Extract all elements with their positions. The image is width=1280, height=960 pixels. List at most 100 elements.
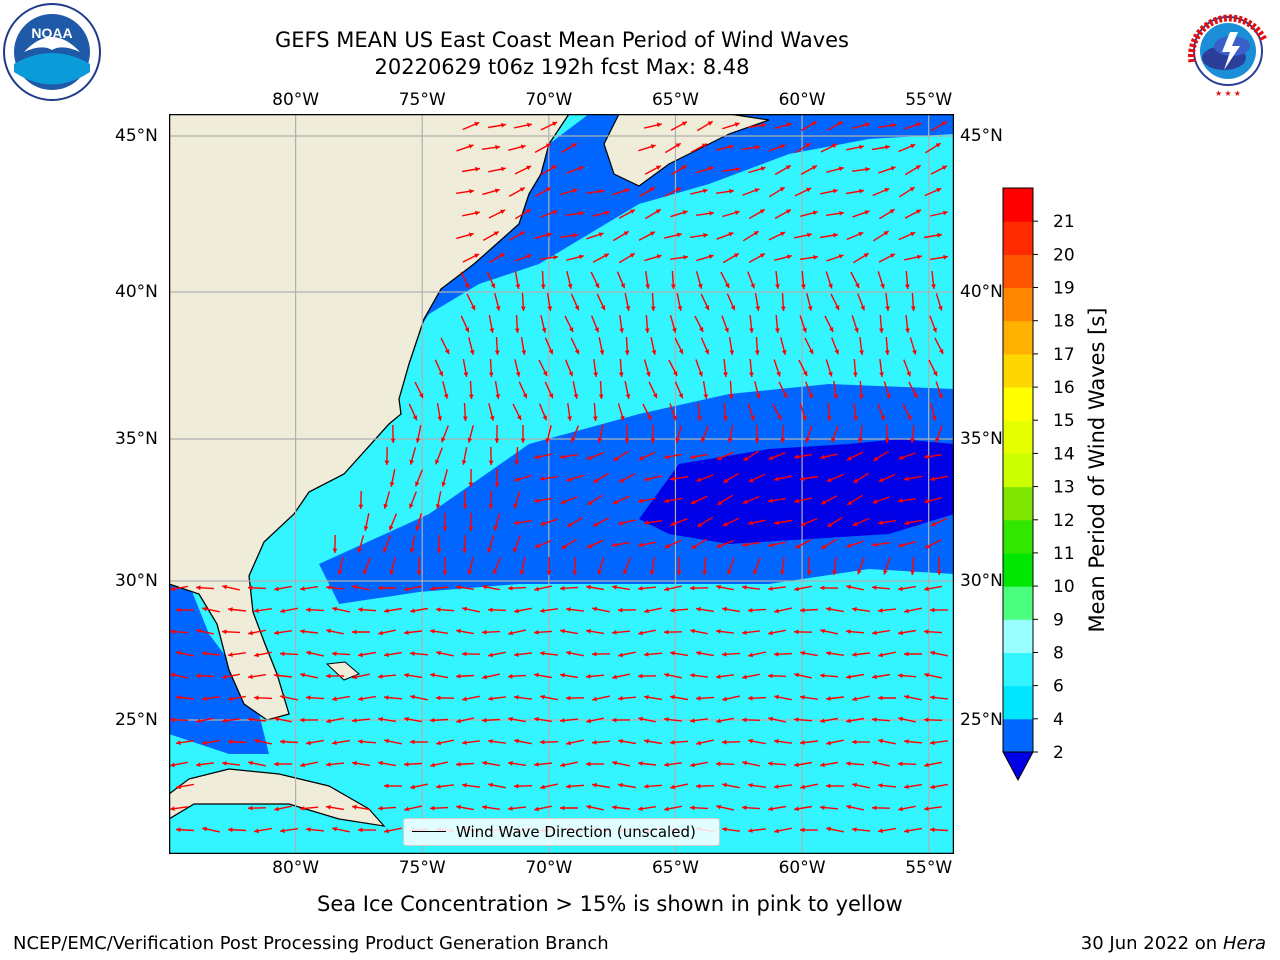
arrow-head: [885, 306, 890, 311]
arrow-head: [568, 371, 573, 377]
arrow-head: [326, 673, 331, 679]
arrow-head: [332, 740, 337, 746]
arrow-head: [170, 586, 175, 592]
arrow-head: [690, 585, 695, 591]
arrow-head: [593, 478, 599, 483]
arrow-head: [723, 416, 728, 421]
arrow-head: [748, 828, 753, 833]
arrow-head: [444, 349, 450, 355]
arrow-head: [723, 478, 729, 483]
arrow-head: [924, 717, 929, 723]
arrow-head: [828, 371, 833, 377]
arrow-head: [883, 231, 889, 236]
arrow-head: [646, 415, 652, 420]
arrow-head: [776, 371, 781, 377]
arrow-head: [572, 570, 578, 575]
arrow-head: [337, 570, 343, 575]
arrow-head: [794, 806, 799, 812]
arrow-head: [852, 521, 858, 526]
arrow-head: [488, 372, 494, 377]
arrow-head: [274, 716, 279, 722]
colorbar-segment: [1003, 320, 1033, 355]
arrow-head: [571, 143, 577, 148]
arrow-head: [514, 328, 520, 333]
arrow-head: [898, 455, 904, 460]
arrow-head: [938, 393, 943, 399]
arrow-head: [566, 477, 572, 482]
arrow-head: [597, 569, 602, 575]
arrow-head: [865, 167, 870, 172]
arrow-head: [698, 371, 703, 377]
arrow-head: [930, 740, 935, 746]
arrow-head: [670, 694, 675, 700]
arrow-head: [750, 415, 755, 421]
arrow-head: [664, 543, 670, 549]
arrow-head: [176, 784, 181, 790]
arrow-head: [898, 761, 903, 767]
legend-label: Wind Wave Direction (unscaled): [456, 823, 696, 841]
arrow-head: [202, 696, 207, 701]
lon-tick-label-top: 70°W: [525, 90, 573, 110]
lon-tick-label-top: 80°W: [272, 90, 320, 110]
arrow-head: [468, 232, 474, 238]
arrow-head: [462, 696, 467, 702]
arrow-head: [697, 283, 703, 289]
arrow-head: [415, 525, 421, 531]
arrow-head: [384, 828, 389, 834]
arrow-head: [482, 629, 487, 635]
arrow-head: [690, 673, 695, 678]
arrow-head: [228, 739, 233, 745]
colorbar-segment: [1003, 586, 1033, 620]
arrow-head: [274, 806, 279, 812]
arrow-head: [708, 166, 714, 171]
arrow-head: [571, 437, 576, 443]
arrow-head: [604, 210, 610, 216]
arrow-head: [352, 584, 357, 590]
arrow-head: [722, 651, 727, 657]
arrow-head: [254, 738, 259, 744]
arrow-head: [540, 651, 545, 656]
arrow-head: [378, 674, 383, 679]
map-frame: [169, 114, 954, 854]
arrow-head: [879, 328, 884, 333]
arrow-head: [514, 652, 519, 657]
arrow-head: [655, 165, 661, 170]
arrow-head: [624, 438, 630, 443]
arrow-head: [542, 371, 548, 377]
arrow-head: [820, 762, 825, 768]
arrow-head: [513, 503, 518, 509]
colorbar-tick-label: 9: [1053, 610, 1064, 630]
arrow-head: [734, 122, 740, 127]
arrow-head: [904, 520, 909, 526]
arrow-head: [716, 629, 721, 634]
arrow-head: [546, 232, 552, 238]
arrow-head: [404, 716, 409, 722]
colorbar-segment: [1003, 188, 1033, 222]
arrow-head: [404, 672, 409, 678]
arrow-head: [598, 232, 604, 237]
arrow-head: [696, 606, 701, 612]
arrow-head: [803, 371, 808, 376]
arrow-head: [560, 672, 565, 678]
arrow-head: [280, 651, 285, 657]
arrow-head: [468, 394, 474, 399]
arrow-head: [813, 255, 818, 260]
arrow-head: [254, 828, 259, 834]
arrow-head: [935, 437, 940, 443]
map-legend: Wind Wave Direction (unscaled): [403, 818, 720, 846]
legend-line-icon: [412, 831, 446, 832]
arrow-head: [664, 762, 669, 767]
arrow-head: [612, 805, 617, 810]
colorbar-frame: [1002, 187, 1034, 753]
arrow-head: [898, 630, 903, 636]
arrow-head: [404, 761, 409, 767]
colorbar-tick-label: 13: [1053, 478, 1075, 498]
arrow-head: [886, 393, 891, 399]
arrow-head: [540, 521, 546, 526]
arrow-head: [176, 695, 181, 700]
arrow-head: [644, 476, 650, 482]
arrow-head: [592, 416, 598, 421]
arrow-head: [358, 607, 363, 613]
arrow-head: [760, 166, 766, 171]
arrow-head: [468, 482, 474, 487]
